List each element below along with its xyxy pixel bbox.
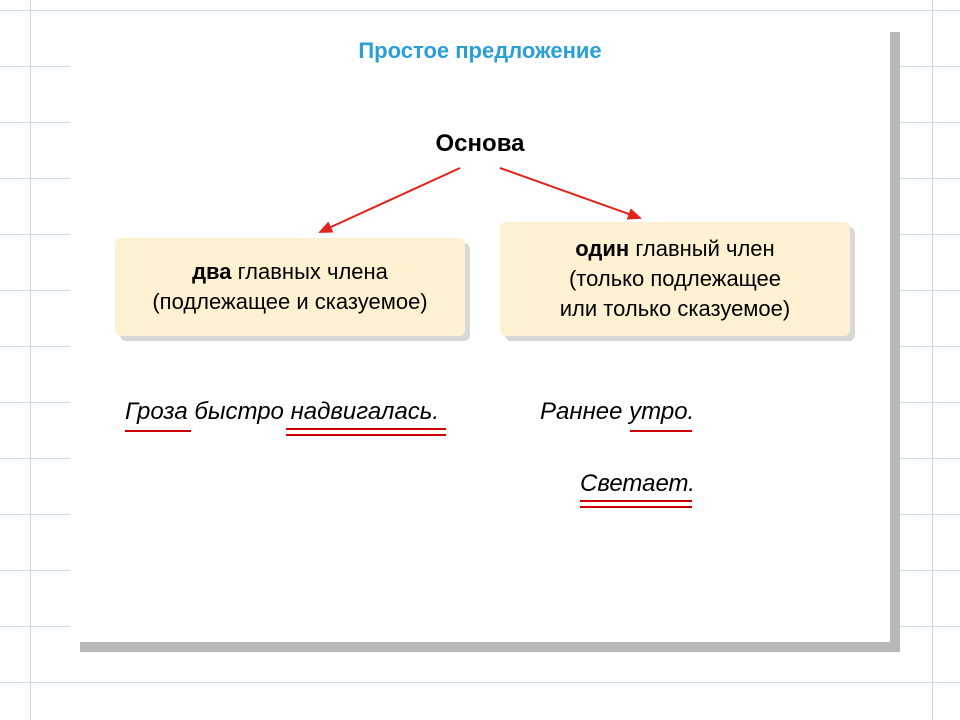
arrows <box>0 0 960 720</box>
example-2: Раннее утро. <box>540 398 694 426</box>
example-3: Светает. <box>580 470 695 498</box>
box-two-members: два главных члена(подлежащее и сказуемое… <box>115 238 465 336</box>
box-right-bold: один <box>575 236 629 261</box>
arrow-left <box>320 168 460 232</box>
underline-predicate-3a <box>580 500 692 502</box>
box-left-text: два главных члена(подлежащее и сказуемое… <box>152 257 427 316</box>
box-one-member: один главный член(только подлежащееили т… <box>500 222 850 336</box>
arrow-right <box>500 168 640 218</box>
underline-predicate-1a <box>286 428 446 430</box>
underline-subject-1 <box>125 430 191 432</box>
box-left-bold: два <box>192 259 231 284</box>
example-1: Гроза быстро надвигалась. <box>125 398 439 426</box>
underline-predicate-1b <box>286 434 446 436</box>
underline-predicate-3b <box>580 506 692 508</box>
underline-subject-2 <box>630 430 692 432</box>
box-right-text: один главный член(только подлежащееили т… <box>560 234 790 323</box>
